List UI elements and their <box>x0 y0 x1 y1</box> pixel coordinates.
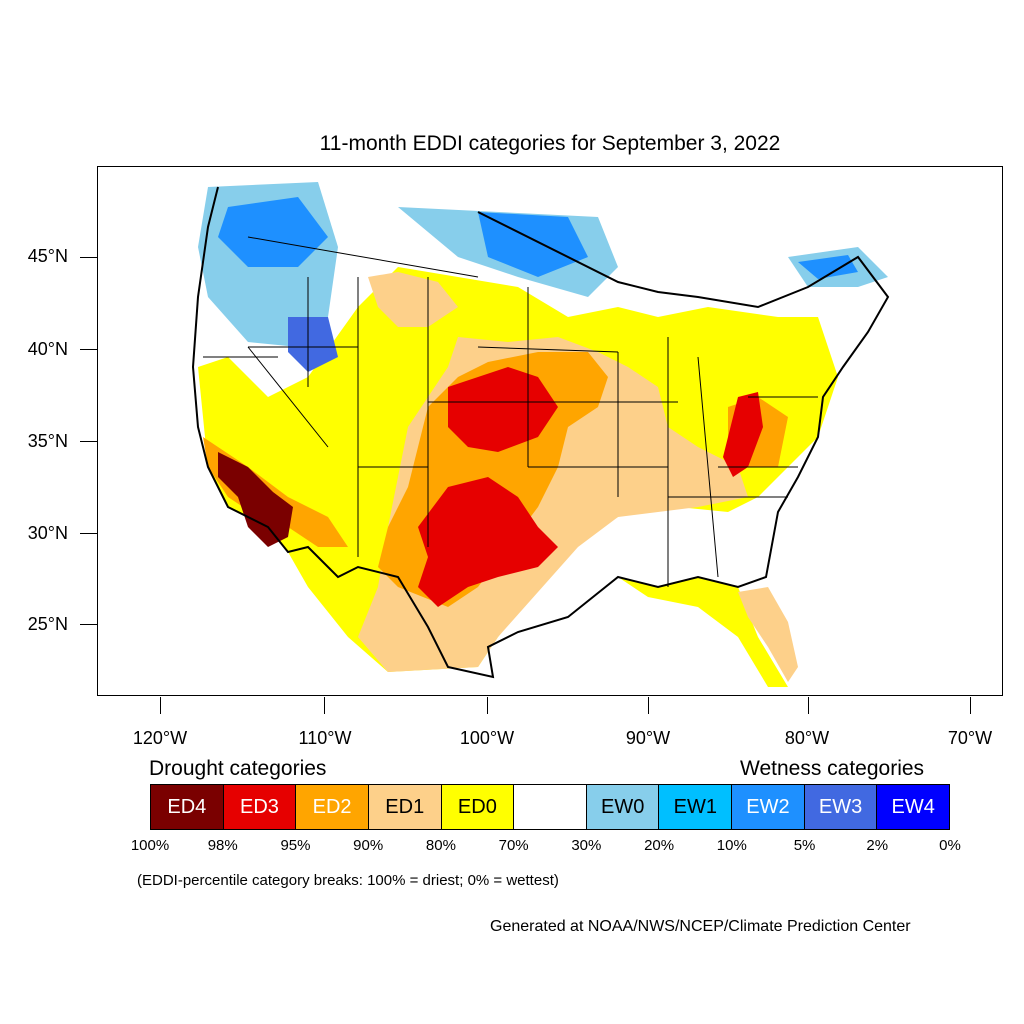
lon-label-100: 100°W <box>459 728 515 748</box>
lat-label-30: 30°N <box>27 523 68 543</box>
lat-tick <box>80 624 97 625</box>
lat-label-45: 45°N <box>27 246 68 266</box>
legend-break-label: 0% <box>939 837 961 854</box>
legend-break-label: 95% <box>280 837 311 854</box>
region-ew2-ne <box>798 255 858 279</box>
legend-swatch-ed1: ED1 <box>368 785 442 829</box>
lon-tick <box>808 697 809 714</box>
legend-swatch-ew0: EW0 <box>586 785 660 829</box>
lon-label-80: 80°W <box>784 728 830 748</box>
legend-break-label: 20% <box>644 837 675 854</box>
legend-swatch-ed3: ED3 <box>223 785 297 829</box>
lat-tick <box>80 533 97 534</box>
lat-label-35: 35°N <box>27 431 68 451</box>
lon-tick <box>487 697 488 714</box>
map-panel <box>97 166 1003 696</box>
lon-tick <box>324 697 325 714</box>
lon-tick <box>160 697 161 714</box>
legend-break-label: 2% <box>866 837 889 854</box>
region-ew2-nw <box>218 197 328 267</box>
lat-label-40: 40°N <box>27 339 68 359</box>
wetness-categories-title: Wetness categories <box>740 757 925 780</box>
legend-swatch-neutral <box>514 785 587 829</box>
credit-line: Generated at NOAA/NWS/NCEP/Climate Predi… <box>490 918 911 935</box>
state-borders <box>203 236 818 587</box>
legend-break-label: 100% <box>130 837 170 854</box>
lon-label-90: 90°W <box>625 728 671 748</box>
region-ew3-nw <box>288 317 338 372</box>
region-ed3-texas <box>418 477 558 607</box>
legend-break-label: 80% <box>425 837 456 854</box>
legend-break-label: 30% <box>571 837 602 854</box>
drought-categories-title: Drought categories <box>149 757 327 780</box>
region-ed1-north <box>368 272 458 327</box>
legend-swatch-ew4: EW4 <box>877 785 950 829</box>
lon-tick <box>648 697 649 714</box>
legend-swatch-ed4: ED4 <box>151 785 224 829</box>
category-legend: ED4 ED3 ED2 ED1 ED0 EW0 EW1 EW2 EW3 EW4 <box>150 784 950 830</box>
lon-label-110: 110°W <box>298 728 352 748</box>
map-title: 11-month EDDI categories for September 3… <box>319 132 781 155</box>
lat-tick <box>80 349 97 350</box>
coastline <box>191 186 890 679</box>
legend-break-label: 70% <box>498 837 529 854</box>
region-ed0-south <box>618 577 788 687</box>
legend-break-label: 5% <box>793 837 816 854</box>
region-ed1-florida <box>738 587 798 682</box>
region-ew2-north <box>478 212 588 277</box>
lon-tick <box>970 697 971 714</box>
legend-swatch-ed2: ED2 <box>296 785 369 829</box>
lat-tick <box>80 257 97 258</box>
eddi-map <box>191 182 890 687</box>
legend-break-label: 10% <box>716 837 747 854</box>
region-ed3-ky <box>723 392 763 477</box>
category-note: (EDDI-percentile category breaks: 100% =… <box>137 872 559 889</box>
legend-swatch-ew3: EW3 <box>804 785 878 829</box>
legend-swatch-ed0: ED0 <box>441 785 515 829</box>
legend-break-label: 98% <box>207 837 238 854</box>
legend-break-label: 90% <box>353 837 384 854</box>
legend-swatch-ew1: EW1 <box>659 785 733 829</box>
region-ed3-kansas <box>448 367 558 452</box>
lat-tick <box>80 441 97 442</box>
lat-label-25: 25°N <box>27 614 68 634</box>
lon-label-120: 120°W <box>132 728 188 748</box>
lon-label-70: 70°W <box>947 728 993 748</box>
legend-swatch-ew2: EW2 <box>732 785 805 829</box>
region-ed4-socal <box>218 452 293 547</box>
